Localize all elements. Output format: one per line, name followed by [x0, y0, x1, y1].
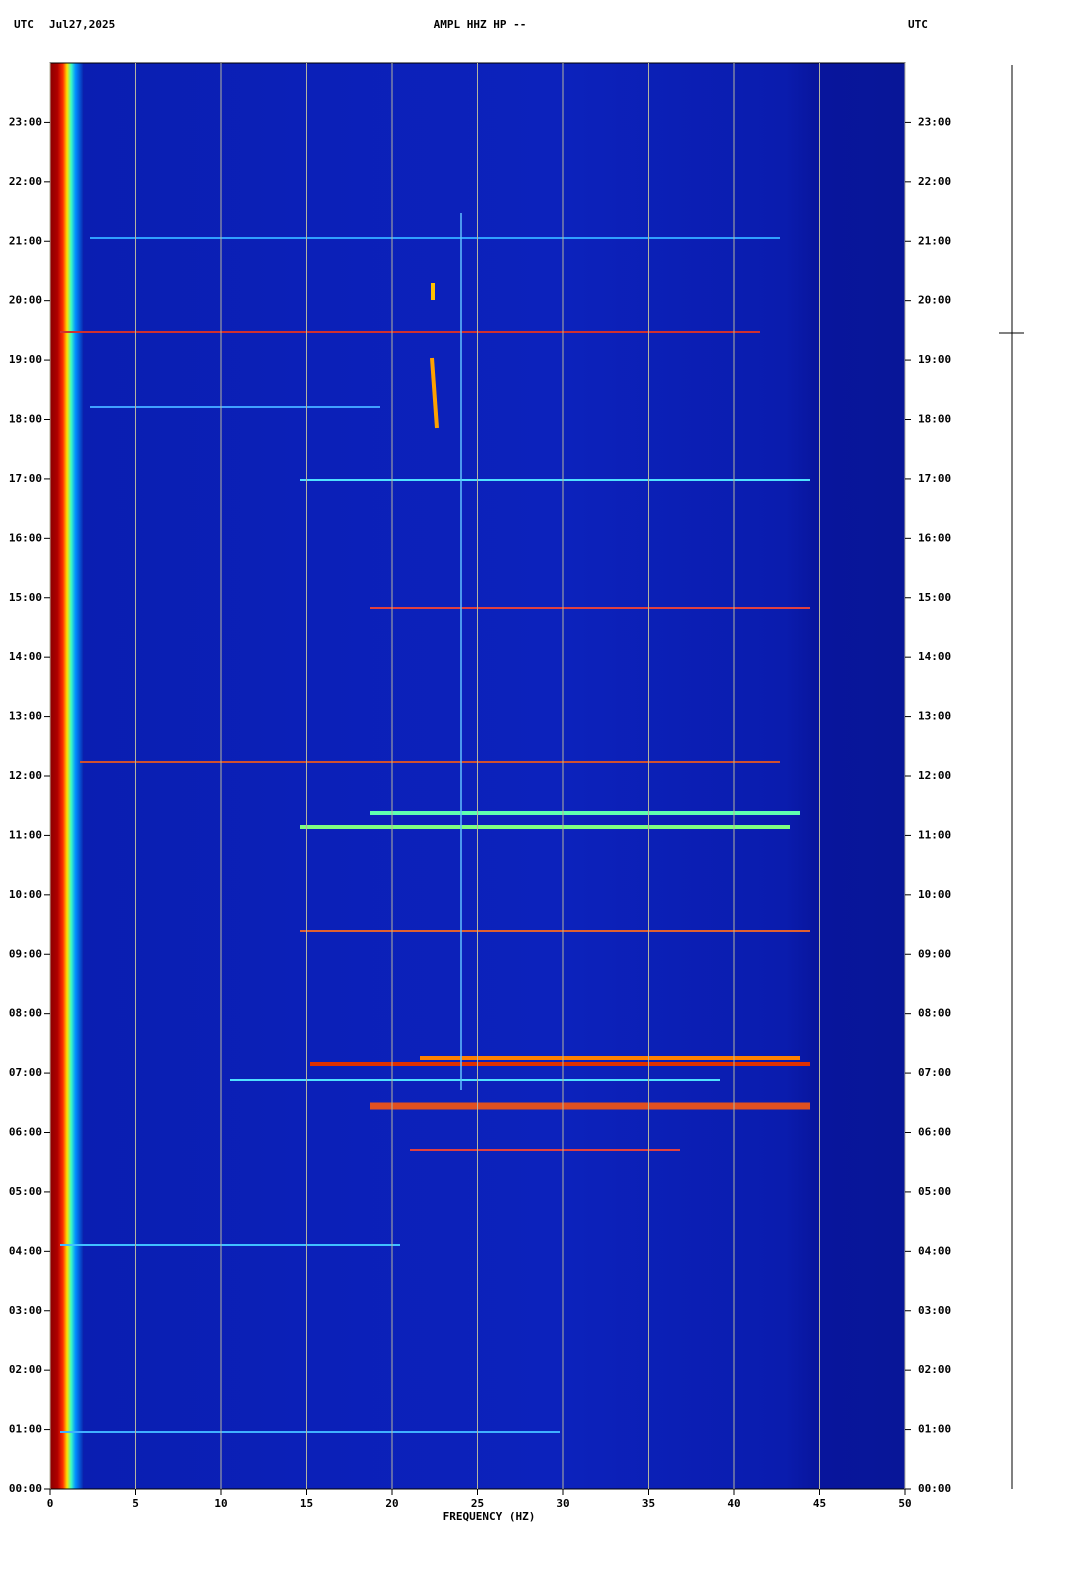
x-tick-label: 5 — [132, 1497, 139, 1510]
y-tick-label-left: 14:00 — [9, 650, 42, 663]
y-tick-label-left: 22:00 — [9, 175, 42, 188]
y-tick-label-left: 12:00 — [9, 769, 42, 782]
y-tick-label-right: 03:00 — [918, 1304, 951, 1317]
x-tick-label: 35 — [642, 1497, 655, 1510]
y-tick-label-right: 07:00 — [918, 1066, 951, 1079]
y-tick-label-left: 02:00 — [9, 1363, 42, 1376]
chart-title: AMPL HHZ HP -- — [434, 18, 527, 31]
x-tick-label: 25 — [471, 1497, 484, 1510]
y-tick-label-right: 01:00 — [918, 1423, 951, 1436]
y-tick-label-right: 08:00 — [918, 1007, 951, 1020]
y-tick-label-right: 04:00 — [918, 1244, 951, 1257]
x-tick-label: 15 — [300, 1497, 313, 1510]
y-tick-label-right: 16:00 — [918, 531, 951, 544]
y-tick-label-right: 12:00 — [918, 769, 951, 782]
y-tick-label-left: 20:00 — [9, 294, 42, 307]
y-tick-label-left: 05:00 — [9, 1185, 42, 1198]
y-tick-label-left: 04:00 — [9, 1244, 42, 1257]
y-tick-label-left: 03:00 — [9, 1304, 42, 1317]
x-tick-label: 0 — [47, 1497, 54, 1510]
y-tick-label-right: 23:00 — [918, 115, 951, 128]
y-tick-label-right: 20:00 — [918, 294, 951, 307]
y-tick-label-right: 22:00 — [918, 175, 951, 188]
y-tick-label-left: 21:00 — [9, 234, 42, 247]
streaks — [60, 213, 810, 1433]
y-tick-label-left: 00:00 — [9, 1482, 42, 1495]
timezone-right: UTC — [908, 18, 928, 31]
y-tick-label-right: 14:00 — [918, 650, 951, 663]
y-tick-label-right: 00:00 — [918, 1482, 951, 1495]
y-tick-label-right: 09:00 — [918, 947, 951, 960]
y-tick-label-left: 11:00 — [9, 828, 42, 841]
y-tick-label-right: 17:00 — [918, 472, 951, 485]
y-tick-label-left: 15:00 — [9, 591, 42, 604]
y-tick-label-left: 19:00 — [9, 353, 42, 366]
low-frequency-band — [50, 63, 84, 1489]
y-tick-label-left: 06:00 — [9, 1126, 42, 1139]
y-tick-label-left: 16:00 — [9, 531, 42, 544]
date: Jul27,2025 — [49, 18, 115, 31]
y-tick-label-left: 18:00 — [9, 413, 42, 426]
y-tick-label-right: 13:00 — [918, 710, 951, 723]
y-tick-label-right: 21:00 — [918, 234, 951, 247]
x-tick-label: 10 — [214, 1497, 227, 1510]
y-tick-label-left: 01:00 — [9, 1423, 42, 1436]
y-tick-label-left: 10:00 — [9, 888, 42, 901]
y-tick-label-left: 13:00 — [9, 710, 42, 723]
y-tick-label-left: 09:00 — [9, 947, 42, 960]
x-tick-label: 20 — [385, 1497, 398, 1510]
y-tick-label-right: 15:00 — [918, 591, 951, 604]
y-tick-label-right: 02:00 — [918, 1363, 951, 1376]
y-tick-label-right: 05:00 — [918, 1185, 951, 1198]
y-tick-label-right: 11:00 — [918, 828, 951, 841]
y-tick-label-right: 10:00 — [918, 888, 951, 901]
y-tick-label-left: 07:00 — [9, 1066, 42, 1079]
x-tick-label: 30 — [556, 1497, 569, 1510]
y-tick-label-left: 08:00 — [9, 1007, 42, 1020]
x-tick-label: 40 — [727, 1497, 740, 1510]
y-tick-label-left: 23:00 — [9, 115, 42, 128]
x-tick-label: 50 — [898, 1497, 911, 1510]
y-tick-label-right: 19:00 — [918, 353, 951, 366]
timezone-left: UTC — [14, 18, 34, 31]
x-tick-label: 45 — [813, 1497, 826, 1510]
y-tick-label-right: 18:00 — [918, 413, 951, 426]
x-axis-label: FREQUENCY (HZ) — [443, 1510, 536, 1523]
streak — [430, 357, 439, 429]
y-tick-label-left: 17:00 — [9, 472, 42, 485]
y-tick-label-right: 06:00 — [918, 1126, 951, 1139]
